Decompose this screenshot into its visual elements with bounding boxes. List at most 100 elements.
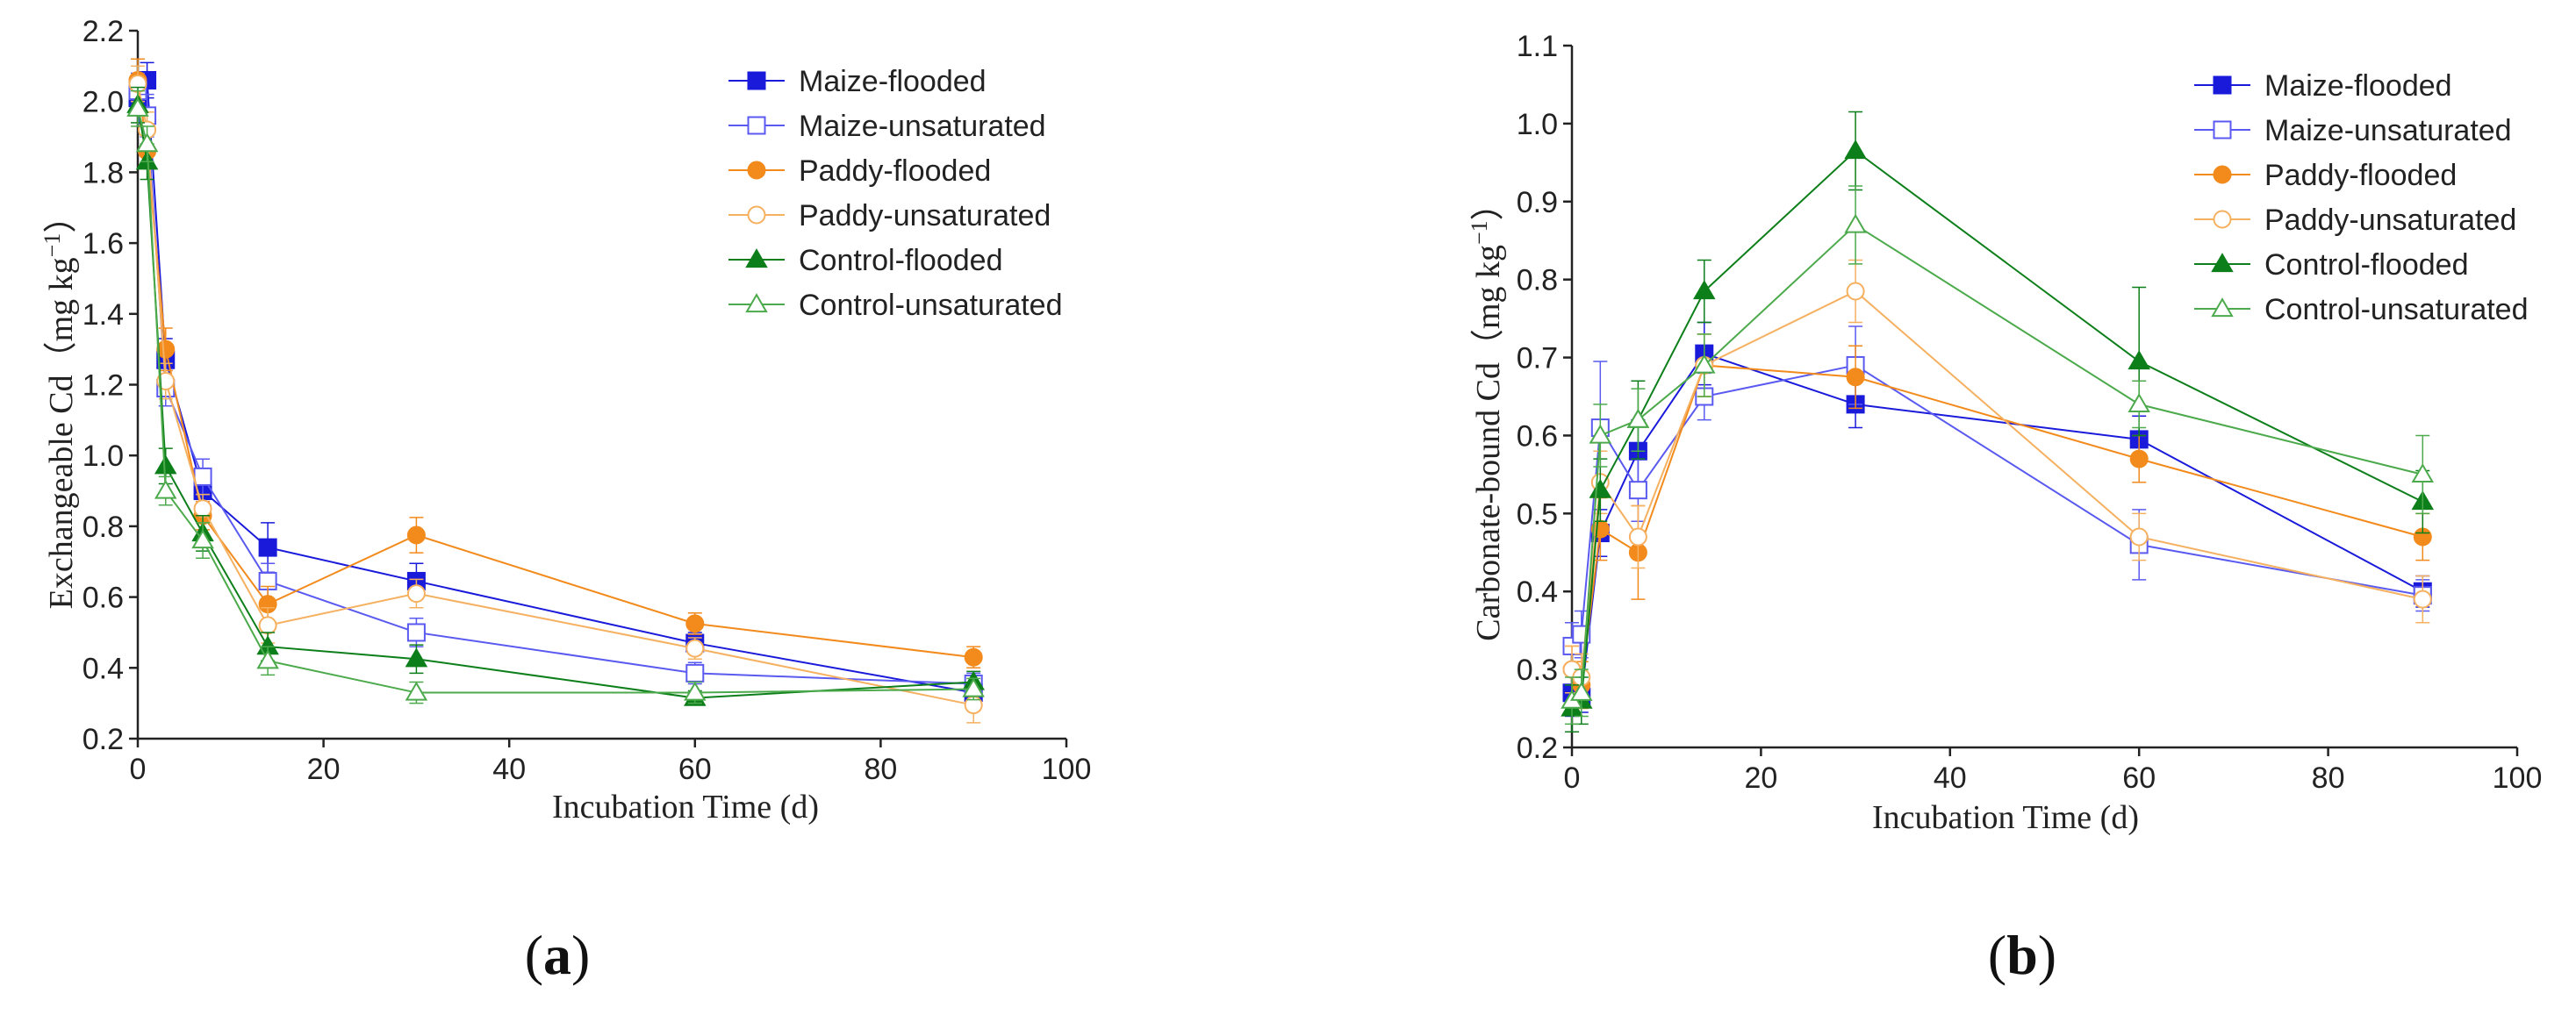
legend-marker: [2211, 253, 2234, 273]
legend-label: Maize-unsaturated: [799, 110, 1046, 143]
y-tick-label: 2.2: [83, 15, 124, 48]
x-tick-label: 80: [864, 753, 897, 786]
data-point: [193, 499, 212, 518]
data-point: [258, 538, 277, 557]
legend-label: Paddy-unsaturated: [2264, 204, 2516, 237]
legend-label: Control-unsaturated: [2264, 293, 2529, 326]
y-tick-label: 1.0: [83, 440, 124, 473]
y-tick-label: 0.6: [1517, 419, 1558, 453]
y-tick-label: 1.2: [83, 369, 124, 403]
panel-label-b: (b): [1988, 924, 2056, 986]
series-line: [137, 108, 974, 694]
legend-label: Paddy-unsaturated: [799, 199, 1051, 232]
x-tick-label: 100: [1042, 753, 1092, 786]
y-axis-title: Exchangeable Cd（mg kg−1）: [39, 200, 80, 610]
data-point: [1846, 368, 1865, 387]
y-tick-label: 0.2: [1517, 732, 1558, 765]
x-axis-title: Incubation Time (d): [552, 789, 819, 826]
data-point: [1693, 354, 1716, 374]
data-point: [1846, 282, 1865, 301]
y-tick-label: 0.8: [83, 511, 124, 544]
x-tick-label: 0: [130, 753, 147, 786]
x-tick-label: 20: [1744, 761, 1777, 795]
panel-label-a: (a): [525, 924, 591, 986]
data-point: [135, 132, 159, 153]
y-tick-label: 1.4: [83, 298, 124, 332]
y-tick-label: 1.0: [1517, 108, 1558, 141]
x-tick-label: 40: [1934, 761, 1967, 795]
data-point: [256, 649, 279, 669]
y-axis-title: Carbonate-bound Cd（mg kg−1）: [1467, 187, 1507, 640]
data-point: [1570, 681, 1593, 701]
data-point: [685, 663, 705, 683]
data-point: [684, 681, 707, 701]
data-point: [156, 340, 176, 359]
y-tick-label: 1.1: [1517, 30, 1558, 63]
legend-marker: [2211, 297, 2234, 318]
legend-label: Maize-flooded: [799, 65, 987, 98]
chart-panel-a: 0.2 0.4 0.6 0.8 1.0 1.2 1.4 1.6 1.8 2.0 2.2 0 20 40 60…: [0, 0, 1264, 1015]
legend-label: Maize-unsaturated: [2264, 114, 2512, 147]
data-point: [962, 677, 985, 697]
data-point: [154, 454, 177, 475]
data-point: [964, 647, 983, 667]
data-point: [1844, 139, 1867, 160]
data-point: [2129, 527, 2149, 547]
series-control-unsaturated: [1561, 185, 2435, 726]
data-point: [191, 529, 214, 549]
data-point: [193, 467, 212, 486]
data-point: [1589, 424, 1612, 444]
y-tick-label: 2.0: [83, 86, 124, 119]
x-tick-label: 20: [307, 753, 341, 786]
data-point: [2413, 590, 2432, 609]
y-tick-label: 1.6: [83, 227, 124, 261]
x-tick-label: 100: [2493, 761, 2543, 795]
legend-label: Maize-flooded: [2264, 69, 2452, 103]
series-maize-flooded: [1562, 321, 2432, 718]
y-tick-label: 0.4: [83, 652, 124, 685]
series-line: [1571, 149, 2423, 710]
series-line: [137, 83, 974, 706]
legend-marker: [2213, 165, 2232, 184]
legend-marker: [745, 293, 768, 313]
data-point: [406, 525, 426, 545]
legend-marker: [747, 71, 766, 90]
legend-marker: [2213, 210, 2232, 229]
y-tick-label: 0.3: [1517, 654, 1558, 687]
legend-marker: [747, 205, 766, 225]
data-point: [1844, 213, 1867, 233]
y-tick-label: 0.5: [1517, 497, 1558, 531]
legend: Maize-flooded Maize-unsaturated Paddy-floo…: [728, 65, 1063, 322]
x-tick-label: 40: [492, 753, 526, 786]
y-tick-label: 0.4: [1517, 575, 1558, 609]
series-line: [137, 80, 974, 659]
carbonate-bound-cd-chart: 0.2 0.3 0.4 0.5 0.6 0.7 0.8 0.9 1.0 1.1 0 20 40 60 80 1…: [1467, 30, 2543, 986]
series-paddy-flooded: [128, 58, 983, 669]
x-axis-title: Incubation Time (d): [1872, 799, 2139, 836]
data-point: [2129, 449, 2149, 468]
legend-label: Control-flooded: [799, 244, 1002, 277]
data-point: [1626, 408, 1650, 428]
legend-marker: [747, 161, 766, 180]
y-tick-label: 0.2: [83, 723, 124, 756]
series-maize-unsaturated: [1562, 325, 2432, 670]
legend: Maize-flooded Maize-unsaturated Paddy-floo…: [2194, 69, 2529, 326]
x-tick-label: 60: [2122, 761, 2156, 795]
data-point: [2128, 393, 2150, 413]
series-line: [1571, 364, 2423, 647]
data-point: [126, 96, 149, 117]
data-point: [154, 479, 177, 499]
y-tick-label: 0.7: [1517, 342, 1558, 375]
data-point: [685, 639, 705, 658]
legend-marker: [2213, 120, 2232, 139]
data-point: [685, 614, 705, 633]
legend-marker: [2213, 75, 2232, 95]
data-point: [405, 681, 428, 701]
chart-panel-b: 0.2 0.3 0.4 0.5 0.6 0.7 0.8 0.9 1.0 1.1 0 20 40 60 80 1…: [1457, 0, 2576, 1015]
legend-label: Paddy-flooded: [2264, 159, 2457, 192]
x-tick-label: 60: [678, 753, 712, 786]
legend-label: Paddy-flooded: [799, 154, 991, 188]
data-point: [258, 616, 277, 635]
y-tick-label: 0.9: [1517, 186, 1558, 219]
data-point: [405, 647, 428, 668]
